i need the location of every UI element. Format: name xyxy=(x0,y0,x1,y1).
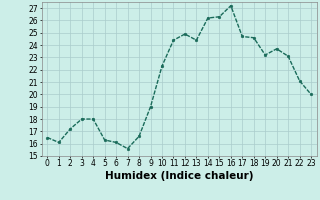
X-axis label: Humidex (Indice chaleur): Humidex (Indice chaleur) xyxy=(105,171,253,181)
